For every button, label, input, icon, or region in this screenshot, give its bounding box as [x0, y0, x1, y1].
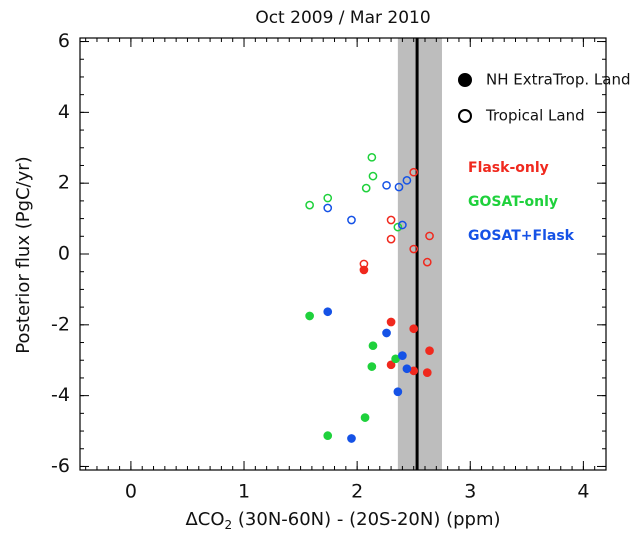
point-open: [367, 152, 377, 162]
point-filled: [386, 360, 396, 370]
point-open: [409, 244, 419, 254]
point-filled: [409, 324, 419, 334]
plot-frame: [79, 37, 607, 471]
point-open: [323, 203, 333, 213]
point-filled: [391, 354, 400, 364]
x-axis-label: ΔCO2 (30N-60N) - (20S-20N) (ppm): [185, 509, 500, 532]
point-open: [402, 175, 412, 185]
point-open: [347, 215, 356, 225]
y-tick-label: 4: [58, 101, 70, 123]
legend-marker: [458, 109, 472, 123]
point-filled: [425, 346, 434, 356]
point-filled: [367, 362, 377, 371]
x-tick-label: 3: [464, 481, 476, 503]
legend-label: Flask-only: [468, 160, 549, 176]
chart-title: Oct 2009 / Mar 2010: [255, 8, 430, 28]
legend-label: GOSAT+Flask: [468, 228, 575, 244]
y-tick-label: 6: [58, 30, 70, 52]
point-filled: [360, 413, 370, 422]
point-open: [398, 220, 407, 230]
shaded-band: [397, 38, 442, 470]
point-open: [386, 215, 396, 225]
y-tick-label: -4: [51, 384, 70, 406]
y-axis-label: Posterior flux (PgC/yr): [13, 156, 34, 353]
point-open: [323, 193, 333, 203]
x-tick-label: 1: [238, 481, 250, 503]
y-tick-label: -2: [51, 313, 70, 335]
x-tick-label: 0: [125, 481, 137, 503]
x-label-sub: 2: [225, 518, 233, 532]
point-filled: [359, 265, 369, 275]
point-filled: [368, 341, 378, 351]
x-tick-label: 4: [577, 481, 589, 503]
point-filled: [393, 387, 403, 397]
point-open: [305, 200, 314, 210]
point-filled: [382, 328, 391, 338]
point-filled: [402, 364, 412, 374]
point-open: [393, 222, 403, 232]
legend-marker: [458, 73, 472, 87]
point-open: [386, 234, 396, 244]
x-tick-label: 2: [351, 481, 363, 503]
point-open: [422, 257, 432, 267]
point-open: [425, 231, 434, 241]
point-open: [409, 167, 419, 177]
y-tick-label: -6: [51, 455, 70, 477]
legend-label: Tropical Land: [485, 107, 585, 125]
legend-label: NH ExtraTrop. Land: [486, 71, 630, 89]
y-tick-label: 0: [58, 243, 70, 265]
x-label-main: ΔCO: [185, 509, 224, 530]
legend-label: GOSAT-only: [468, 194, 558, 210]
point-filled: [305, 311, 314, 321]
point-filled: [422, 368, 432, 377]
point-filled: [323, 307, 333, 317]
point-filled: [386, 317, 396, 327]
point-open: [368, 171, 378, 181]
point-filled: [323, 431, 333, 441]
point-filled: [398, 351, 407, 360]
point-open: [382, 180, 391, 190]
y-tick-label: 2: [58, 172, 70, 194]
point-filled: [347, 434, 356, 443]
point-open: [394, 182, 404, 192]
x-label-rest: (30N-60N) - (20S-20N) (ppm): [232, 509, 500, 530]
point-open: [361, 183, 371, 193]
